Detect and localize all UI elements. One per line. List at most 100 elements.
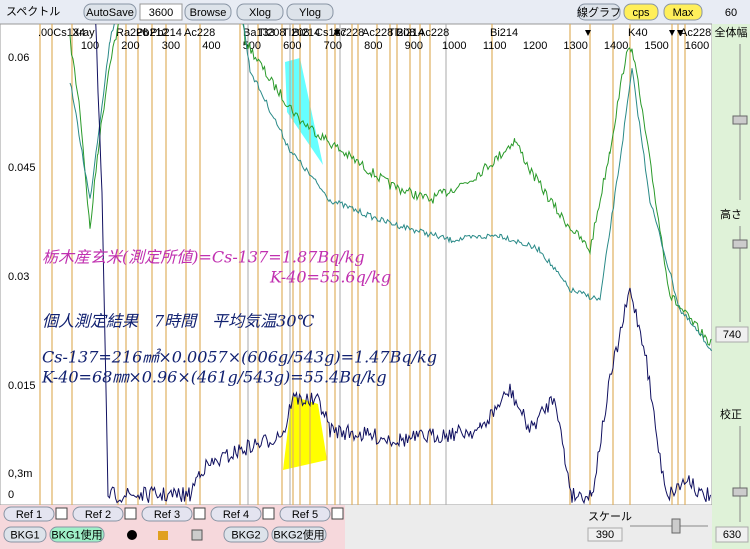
xlog-button[interactable]: Xlog (236, 3, 284, 21)
ref-button-label[interactable]: Ref 3 (154, 509, 180, 521)
ref-checkbox[interactable] (331, 507, 344, 520)
ylog-button[interactable]: Ylog (286, 3, 334, 21)
spectrum-curves (69, 24, 712, 505)
ref-button[interactable]: Ref 2 (72, 506, 124, 522)
ref-checkbox[interactable] (55, 507, 68, 520)
ref-checkbox[interactable] (124, 507, 137, 520)
nuclide-label: .00Cs134 (38, 27, 85, 39)
browse-button-label[interactable]: Browse (190, 7, 227, 19)
marker-triangle (334, 30, 340, 36)
lock-icon[interactable] (158, 531, 168, 540)
zoom-label: 全体幅 (715, 25, 748, 39)
x-label: 400 (202, 40, 220, 52)
ref-button-face[interactable] (72, 506, 124, 522)
bkg2-button-face[interactable] (223, 526, 269, 543)
nuclide-label: Bi214 (292, 27, 320, 39)
teal-spectrum (69, 24, 712, 352)
annotation: K-40=55.6q/kg (269, 268, 391, 287)
nuclide-label: Ac228 (184, 27, 215, 39)
cps-button[interactable]: cps (623, 3, 659, 21)
bkg1-use-button[interactable]: BKG1使用 (49, 526, 105, 543)
bkg2-button-label[interactable]: BKG2 (231, 529, 260, 541)
ref-button-label[interactable]: Ref 4 (223, 509, 249, 521)
x-label: 200 (121, 40, 139, 52)
y-label: 0.045 (8, 162, 36, 174)
ref-button-label[interactable]: Ref 5 (292, 509, 318, 521)
zoom-slider-thumb[interactable] (732, 115, 748, 125)
graph-mode-button-face[interactable] (577, 3, 621, 21)
marker-triangle (585, 30, 591, 36)
autosave-button[interactable]: AutoSave (83, 3, 137, 21)
x-label: 900 (405, 40, 423, 52)
nuclide-label: Pb214 (150, 27, 182, 39)
y-label: 0.015 (8, 380, 36, 392)
ref-button-label[interactable]: Ref 1 (16, 509, 42, 521)
ref-button[interactable]: Ref 3 (141, 506, 193, 522)
xlog-button-label[interactable]: Xlog (249, 7, 271, 19)
xlog-button-face[interactable] (236, 3, 284, 21)
nuclide-label: Bi214 (396, 27, 424, 39)
bkg2-use-button-face[interactable] (271, 526, 327, 543)
ref-checkbox[interactable] (193, 507, 206, 520)
graph-mode-button-label[interactable]: 線グラフ (577, 5, 621, 19)
x-label: 600 (283, 40, 301, 52)
nuclide-label: Tl208 (258, 27, 286, 39)
x-label: 1300 (563, 40, 587, 52)
max-button[interactable]: Max (663, 3, 703, 21)
height-slider-thumb[interactable] (732, 239, 748, 249)
graph-mode-button[interactable]: 線グラフ (577, 3, 621, 21)
calib-box (715, 526, 749, 543)
scale-label: スケール (588, 510, 632, 523)
ref-button-face[interactable] (210, 506, 262, 522)
paw-icon[interactable] (127, 530, 137, 540)
scale-slider-thumb[interactable] (671, 518, 681, 534)
bkg1-use-button-face[interactable] (49, 526, 105, 543)
ref-button-face[interactable] (3, 506, 55, 522)
browse-button-face[interactable] (184, 3, 232, 21)
bkg1-button-face[interactable] (3, 526, 47, 543)
bkg2-use-button[interactable]: BKG2使用 (271, 526, 327, 543)
ref-button[interactable]: Ref 1 (3, 506, 55, 522)
nuclide-label: Ba133 (243, 27, 275, 39)
nuclide-label: Ac228 (333, 27, 364, 39)
annotation: 個人測定結果 7時間 平均気温30℃ (42, 312, 315, 331)
autosave-button-label[interactable]: AutoSave (86, 7, 134, 19)
ylog-button-label[interactable]: Ylog (299, 7, 321, 19)
bkg2-button[interactable]: BKG2 (223, 526, 269, 543)
bkg1-button-label[interactable]: BKG1 (10, 529, 39, 541)
bkg1-button[interactable]: BKG1 (3, 526, 47, 543)
bottom-bar-right (345, 505, 712, 549)
height-label: 高さ (720, 207, 742, 221)
ref-button-face[interactable] (279, 506, 331, 522)
ref-button[interactable]: Ref 5 (279, 506, 331, 522)
green-spectrum (69, 24, 712, 346)
autosave-button-face[interactable] (83, 3, 137, 21)
bkg2-use-button-label[interactable]: BKG2使用 (273, 528, 324, 541)
ylog-button-face[interactable] (286, 3, 334, 21)
ref-button[interactable]: Ref 4 (210, 506, 262, 522)
ref-button-face[interactable] (141, 506, 193, 522)
x-label: 700 (324, 40, 342, 52)
ref-button-label[interactable]: Ref 2 (85, 509, 111, 521)
list-icon[interactable] (191, 529, 203, 541)
ref-checkbox[interactable] (262, 507, 275, 520)
width-value: 60 (725, 7, 737, 19)
cps-button-label[interactable]: cps (632, 7, 650, 19)
x-label: 1100 (483, 40, 507, 52)
height-box (715, 326, 749, 343)
bkg1-use-button-label[interactable]: BKG1使用 (51, 528, 102, 541)
y-label: 0,3m (8, 468, 32, 480)
calib-value: 630 (723, 529, 741, 541)
annotation: K-40=68㎜×0.96×(461g/543g)=55.4Bq/kg (41, 368, 387, 387)
cps-button-face[interactable] (623, 3, 659, 21)
nuclide-label: Bi214 (490, 27, 518, 39)
nuclide-label: Ra226 (116, 27, 148, 39)
cs137-area (285, 58, 323, 165)
browse-button[interactable]: Browse (184, 3, 232, 21)
max-button-label[interactable]: Max (673, 7, 694, 19)
x-label: 800 (364, 40, 382, 52)
max-button-face[interactable] (663, 3, 703, 21)
seconds-box (139, 3, 183, 21)
seconds-value: 3600 (149, 7, 173, 19)
calib-slider-thumb[interactable] (732, 487, 748, 497)
